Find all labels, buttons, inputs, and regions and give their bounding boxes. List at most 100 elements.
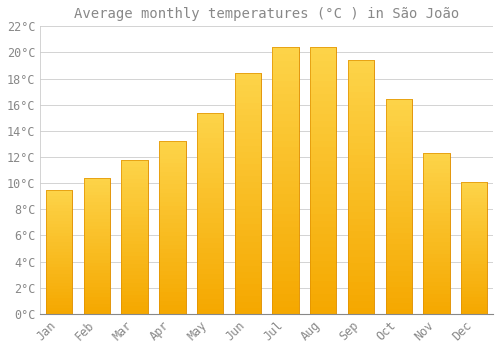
Bar bbox=[46, 295, 72, 298]
Bar bbox=[122, 233, 148, 237]
Bar bbox=[84, 232, 110, 236]
Bar bbox=[386, 233, 412, 239]
Bar bbox=[122, 194, 148, 198]
Bar bbox=[424, 209, 450, 214]
Bar bbox=[84, 253, 110, 256]
Bar bbox=[122, 256, 148, 260]
Bar bbox=[46, 258, 72, 261]
Bar bbox=[424, 241, 450, 246]
Bar bbox=[122, 217, 148, 221]
Bar bbox=[461, 241, 487, 245]
Bar bbox=[272, 240, 299, 247]
Bar bbox=[386, 201, 412, 207]
Bar bbox=[234, 79, 261, 85]
Bar bbox=[84, 198, 110, 202]
Bar bbox=[348, 92, 374, 98]
Bar bbox=[197, 138, 224, 143]
Bar bbox=[386, 159, 412, 164]
Bar bbox=[461, 254, 487, 258]
Bar bbox=[159, 159, 186, 163]
Bar bbox=[424, 197, 450, 201]
Bar bbox=[46, 292, 72, 295]
Bar bbox=[386, 207, 412, 212]
Bar bbox=[310, 260, 336, 267]
Bar bbox=[84, 178, 110, 181]
Bar bbox=[46, 308, 72, 311]
Bar bbox=[310, 227, 336, 234]
Bar bbox=[424, 302, 450, 306]
Bar bbox=[197, 289, 224, 294]
Bar bbox=[84, 270, 110, 273]
Bar bbox=[234, 242, 261, 248]
Bar bbox=[461, 245, 487, 248]
Bar bbox=[159, 141, 186, 146]
Bar bbox=[46, 196, 72, 199]
Bar bbox=[84, 283, 110, 287]
Bar bbox=[197, 218, 224, 223]
Bar bbox=[197, 243, 224, 248]
Bar bbox=[234, 212, 261, 218]
Bar bbox=[386, 212, 412, 217]
Bar bbox=[197, 118, 224, 122]
Bar bbox=[348, 238, 374, 244]
Bar bbox=[197, 133, 224, 138]
Bar bbox=[159, 253, 186, 258]
Bar bbox=[84, 181, 110, 185]
Bar bbox=[310, 240, 336, 247]
Bar bbox=[46, 252, 72, 255]
Bar bbox=[386, 191, 412, 196]
Bar bbox=[310, 100, 336, 107]
Bar bbox=[46, 301, 72, 304]
Bar bbox=[46, 276, 72, 280]
Bar bbox=[424, 205, 450, 209]
Bar bbox=[197, 143, 224, 148]
Bar bbox=[424, 258, 450, 262]
Bar bbox=[348, 219, 374, 225]
Bar bbox=[122, 175, 148, 179]
Bar bbox=[310, 294, 336, 301]
Bar bbox=[197, 233, 224, 238]
Bar bbox=[122, 229, 148, 233]
Bar bbox=[197, 213, 224, 218]
Bar bbox=[159, 249, 186, 253]
Bar bbox=[310, 54, 336, 61]
Bar bbox=[272, 247, 299, 254]
Bar bbox=[424, 153, 450, 314]
Bar bbox=[272, 234, 299, 240]
Bar bbox=[272, 174, 299, 181]
Bar bbox=[272, 147, 299, 154]
Bar bbox=[348, 168, 374, 174]
Bar bbox=[424, 222, 450, 225]
Bar bbox=[159, 258, 186, 262]
Bar bbox=[272, 287, 299, 294]
Bar bbox=[159, 141, 186, 314]
Bar bbox=[348, 231, 374, 238]
Bar bbox=[272, 227, 299, 234]
Bar bbox=[84, 310, 110, 314]
Bar bbox=[46, 239, 72, 243]
Bar bbox=[197, 163, 224, 168]
Bar bbox=[348, 73, 374, 79]
Bar bbox=[234, 110, 261, 116]
Bar bbox=[122, 171, 148, 175]
Bar bbox=[386, 126, 412, 132]
Bar bbox=[272, 161, 299, 167]
Bar bbox=[272, 94, 299, 100]
Bar bbox=[197, 264, 224, 268]
Bar bbox=[424, 246, 450, 250]
Bar bbox=[159, 275, 186, 279]
Bar bbox=[348, 174, 374, 181]
Bar bbox=[424, 230, 450, 233]
Bar bbox=[386, 303, 412, 309]
Bar bbox=[348, 66, 374, 73]
Bar bbox=[461, 307, 487, 310]
Bar bbox=[122, 206, 148, 210]
Bar bbox=[46, 224, 72, 227]
Bar bbox=[234, 248, 261, 254]
Bar bbox=[84, 202, 110, 205]
Bar bbox=[159, 154, 186, 159]
Bar bbox=[272, 141, 299, 147]
Bar bbox=[46, 208, 72, 211]
Bar bbox=[84, 300, 110, 304]
Bar bbox=[424, 189, 450, 193]
